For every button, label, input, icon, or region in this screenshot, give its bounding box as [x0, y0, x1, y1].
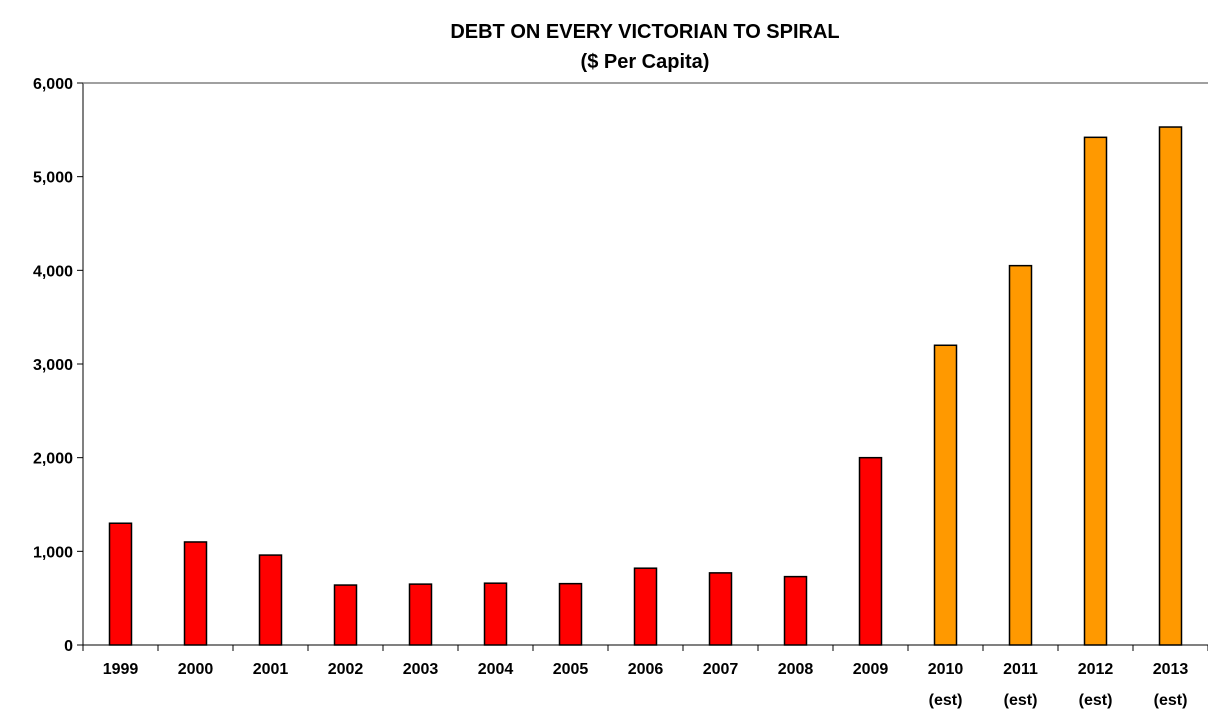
x-tick-label: 2010 — [928, 661, 964, 678]
bar — [258, 554, 283, 646]
x-tick-label: (est) — [1004, 692, 1038, 709]
x-tick-label: 2006 — [628, 661, 664, 678]
x-tick-label: 1999 — [103, 661, 139, 678]
x-tick-label: (est) — [929, 692, 963, 709]
x-tick-label: 2007 — [703, 661, 739, 678]
bar — [333, 584, 358, 646]
bar — [1008, 264, 1033, 646]
x-tick-label: (est) — [1079, 692, 1113, 709]
x-tick-label: 2011 — [1003, 661, 1038, 678]
x-tick-label: (est) — [1154, 692, 1188, 709]
y-tick-label: 4,000 — [33, 263, 73, 280]
x-tick-label: 2003 — [403, 661, 439, 678]
bar — [1158, 126, 1183, 646]
y-tick-label: 3,000 — [33, 357, 73, 374]
bar — [183, 541, 208, 646]
x-tick-label: 2012 — [1078, 661, 1114, 678]
x-tick-label: 2013 — [1153, 661, 1189, 678]
y-tick-label: 0 — [64, 638, 73, 655]
x-tick-label: 2002 — [328, 661, 364, 678]
bar — [933, 344, 958, 646]
bar — [483, 582, 508, 646]
bar — [408, 583, 433, 646]
x-tick-label: 2008 — [778, 661, 814, 678]
x-tick-label: 2001 — [253, 661, 289, 678]
chart-subtitle: ($ Per Capita) — [581, 51, 710, 73]
y-tick-label: 1,000 — [33, 544, 73, 561]
bar — [708, 572, 733, 646]
bar — [783, 575, 808, 646]
y-tick-label: 2,000 — [33, 451, 73, 468]
x-tick-label: 2004 — [478, 661, 514, 678]
bar — [633, 567, 658, 646]
y-tick-label: 6,000 — [33, 76, 73, 93]
chart-title: DEBT ON EVERY VICTORIAN TO SPIRAL — [450, 21, 839, 43]
bar — [108, 522, 133, 646]
bar — [1083, 136, 1108, 646]
bar — [558, 582, 583, 646]
x-tick-label: 2009 — [853, 661, 889, 678]
bar — [858, 456, 883, 646]
plot-area: 0 1,000 2,000 3,000 4,000 5,000 6,000 1999 2000 2… — [33, 76, 1208, 709]
x-tick-label: 2005 — [553, 661, 589, 678]
y-tick-label: 5,000 — [33, 170, 73, 187]
x-tick-label: 2000 — [178, 661, 214, 678]
